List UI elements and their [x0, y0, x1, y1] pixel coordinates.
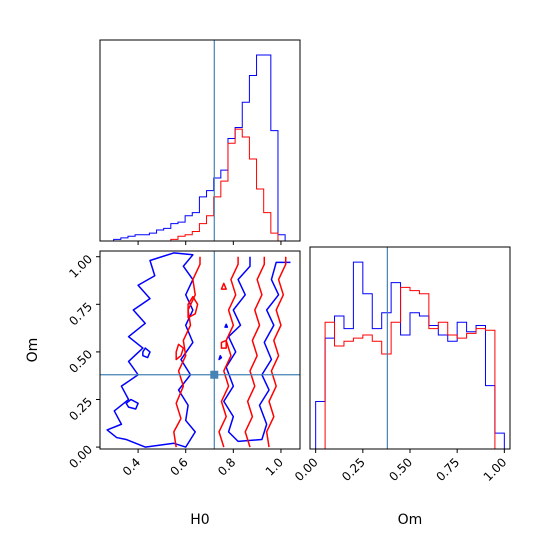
contour-x-tick-label: 0.6 — [167, 455, 190, 478]
contour-x-tick-label: 0.8 — [215, 455, 238, 478]
hist-H0-series-1 — [100, 128, 293, 241]
contour-line-9 — [265, 256, 287, 448]
hist-Om-plot-area — [315, 247, 505, 449]
contour-line-1 — [223, 256, 291, 443]
contour-line-7 — [218, 256, 239, 448]
om-hist-x-tick-label: 1.00 — [481, 455, 510, 484]
y-axis-label-om: Om — [25, 338, 41, 363]
x-axis-label-om: Om — [398, 512, 423, 528]
contour-line-4 — [218, 354, 223, 361]
truth-marker — [210, 370, 219, 379]
contour-y-tick-label: 0.00 — [66, 442, 95, 471]
om-hist-x-tick-label: 0.75 — [433, 455, 462, 484]
contour-line-0 — [106, 252, 196, 448]
x-axis-label-h0: H0 — [190, 512, 209, 528]
contour-line-11 — [175, 343, 185, 361]
contour-line-3 — [142, 347, 151, 359]
hist-H0-series-0 — [100, 54, 293, 241]
hist-Om-series-1 — [315, 286, 505, 449]
contour-y-tick-label: 0.75 — [66, 300, 95, 329]
histogram-h0-panel — [99, 39, 301, 245]
histogram-om-panel: 0.00 0.25 0.50 0.75 1.00 — [292, 246, 511, 484]
contour-x-tick-label: 1.0 — [263, 455, 286, 478]
contour-frame — [99, 250, 301, 450]
contour-line-2 — [125, 398, 139, 410]
om-hist-x-tick-label: 0.25 — [339, 455, 368, 484]
contour-line-13 — [220, 282, 227, 290]
contour-line-12 — [220, 339, 227, 349]
contour-line-6 — [173, 256, 201, 448]
contour-plot-area — [100, 251, 300, 449]
contour-y-tick-label: 0.50 — [66, 347, 95, 376]
hist-H0-frame — [99, 39, 301, 242]
contour-line-5 — [224, 323, 229, 328]
contour-y-tick-label: 1.00 — [66, 252, 95, 281]
om-hist-x-tick-label: 0.50 — [386, 455, 415, 484]
contour-x-tick-label: 0.4 — [120, 455, 143, 478]
contour-y-tick-label: 0.25 — [66, 395, 95, 424]
om-hist-x-tick-label: 0.00 — [292, 455, 321, 484]
contour-h0-om-panel: 0.4 0.6 0.8 1.0 0.00 0.25 0.50 0.75 1.00 — [66, 250, 301, 479]
contour-line-8 — [244, 256, 266, 448]
contour-line-10 — [187, 295, 199, 319]
hist-Om-frame — [309, 246, 511, 450]
hist-H0-plot-area — [100, 40, 293, 241]
